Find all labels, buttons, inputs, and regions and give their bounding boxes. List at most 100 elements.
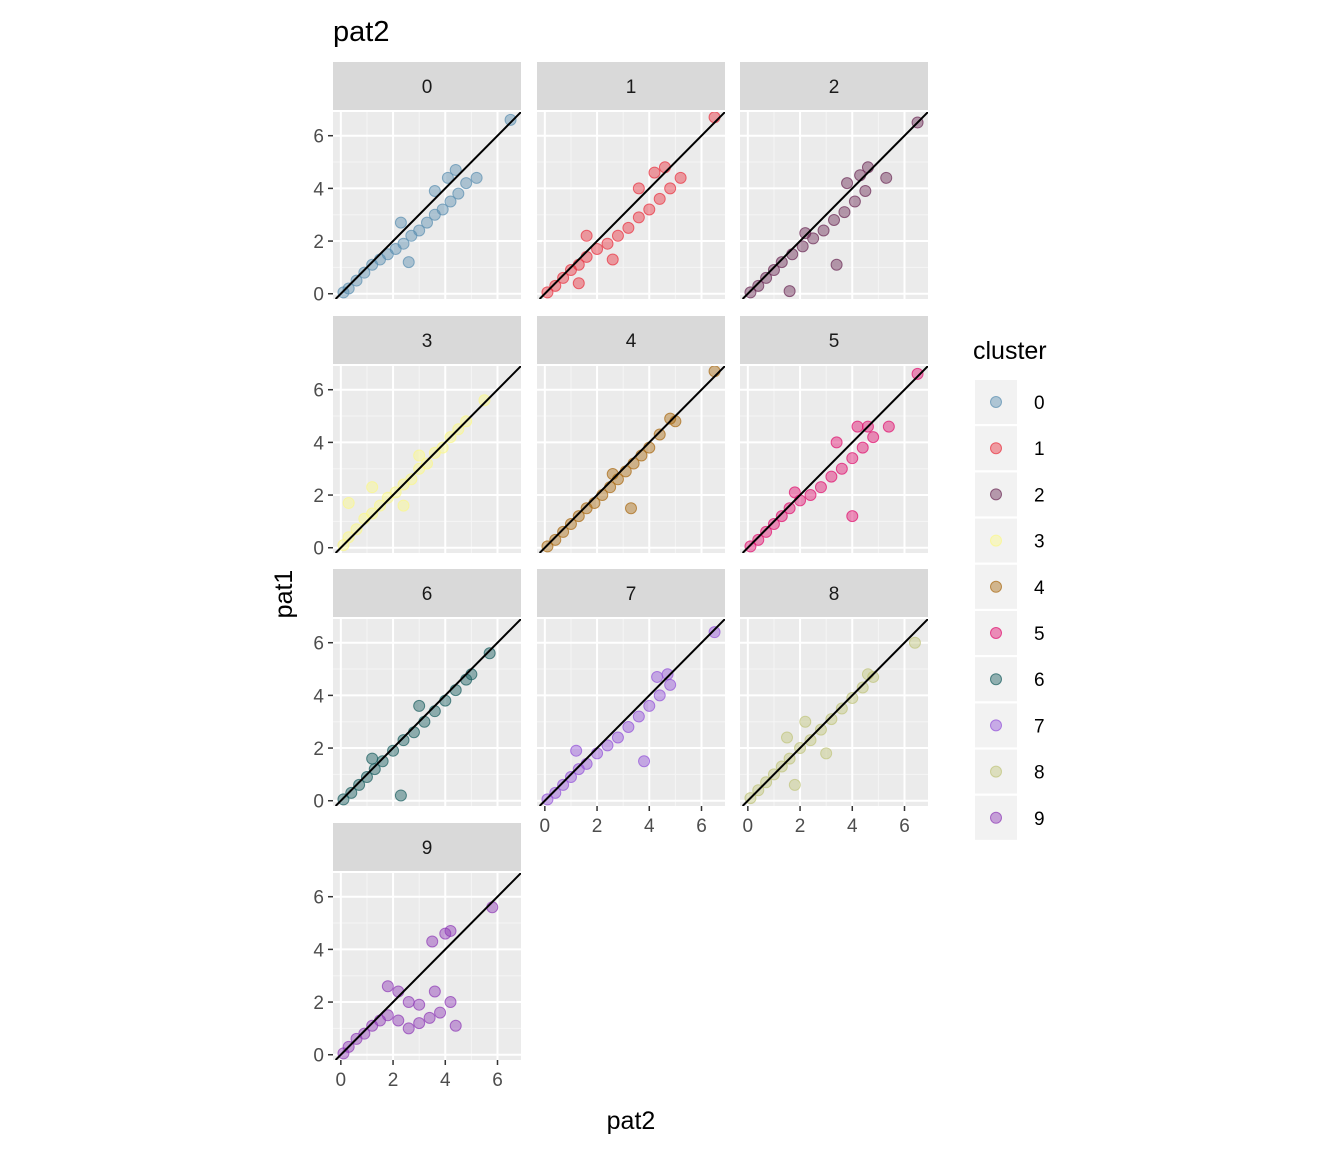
- y-axis-title: pat1: [270, 570, 298, 619]
- data-point: [632, 182, 645, 195]
- data-point: [449, 163, 462, 176]
- point-group: [541, 626, 721, 806]
- x-tick-label: 2: [592, 816, 603, 837]
- data-point: [557, 271, 570, 284]
- data-point: [838, 206, 851, 219]
- legend-label: 3: [1034, 532, 1045, 553]
- data-point: [402, 256, 415, 269]
- facet-panel-8: 8 0 2 4 6: [740, 569, 928, 837]
- data-point: [601, 739, 614, 752]
- data-point: [470, 171, 483, 184]
- point-group: [337, 113, 517, 299]
- data-point: [846, 510, 859, 523]
- legend-key: [975, 518, 1017, 563]
- y-tick-label: 6: [313, 888, 324, 909]
- data-point: [413, 1017, 426, 1030]
- facet-strip-label: 0: [422, 77, 433, 98]
- legend-title: cluster: [973, 337, 1047, 365]
- data-point: [643, 203, 656, 216]
- data-point: [625, 502, 637, 515]
- y-tick-label: 2: [313, 993, 324, 1014]
- data-point: [846, 452, 859, 465]
- data-point: [392, 1014, 405, 1027]
- legend-item-3: 3: [975, 518, 1045, 563]
- data-point: [760, 271, 773, 284]
- legend-key: [975, 749, 1017, 794]
- data-point: [911, 367, 924, 380]
- facet-strip: [333, 823, 521, 871]
- legend-swatch: [990, 580, 1002, 593]
- legend-swatch: [990, 442, 1002, 455]
- data-point: [867, 431, 880, 444]
- legend-item-2: 2: [975, 472, 1045, 517]
- data-point: [796, 240, 809, 253]
- data-point: [632, 710, 645, 723]
- data-point: [841, 177, 854, 190]
- identity-reference-line: [334, 112, 521, 299]
- data-point: [851, 420, 864, 433]
- data-point: [783, 285, 796, 298]
- legend-swatch: [990, 488, 1002, 501]
- data-point: [342, 531, 355, 544]
- data-point: [449, 1019, 462, 1032]
- data-point: [366, 481, 379, 494]
- data-point: [804, 489, 817, 502]
- data-point: [775, 510, 788, 523]
- facet-panel-1: 1: [537, 62, 725, 299]
- data-point: [572, 510, 585, 523]
- data-point: [504, 113, 517, 126]
- chart-title: pat2: [333, 16, 389, 48]
- data-point: [564, 771, 577, 784]
- legend: cluster 0 1 2 3 4 5 6 7 8 9: [973, 337, 1047, 840]
- data-point: [460, 177, 473, 190]
- data-point: [345, 786, 358, 799]
- legend-item-0: 0: [975, 380, 1045, 424]
- legend-key: [975, 703, 1017, 748]
- x-tick-label: 4: [644, 816, 655, 837]
- legend-label: 2: [1034, 485, 1045, 506]
- data-point: [814, 481, 827, 494]
- legend-label: 6: [1034, 670, 1045, 691]
- facet-strip: [537, 569, 725, 617]
- legend-swatch: [990, 396, 1002, 408]
- legend-item-1: 1: [975, 426, 1045, 471]
- data-point: [674, 171, 687, 184]
- data-point: [358, 1027, 371, 1040]
- x-tick-label: 0: [743, 816, 754, 837]
- legend-label: 1: [1034, 439, 1045, 460]
- facet-strip-label: 9: [422, 838, 433, 859]
- y-tick-label: 2: [313, 486, 324, 507]
- data-point: [423, 1011, 436, 1024]
- data-point: [835, 462, 848, 475]
- identity-reference-line: [334, 873, 521, 1060]
- data-point: [413, 998, 426, 1011]
- data-point: [444, 924, 457, 937]
- data-point: [413, 449, 426, 462]
- identity-reference-line: [538, 366, 725, 553]
- y-tick-label: 2: [313, 232, 324, 253]
- data-point: [708, 626, 721, 639]
- x-tick-label: 6: [696, 816, 707, 837]
- data-point: [444, 195, 457, 208]
- data-point: [402, 1022, 415, 1035]
- data-point: [353, 778, 366, 791]
- facet-strip-label: 3: [422, 331, 433, 352]
- data-point: [643, 699, 656, 712]
- data-point: [767, 518, 780, 531]
- data-point: [661, 668, 674, 681]
- y-tick-label: 4: [313, 179, 324, 200]
- y-tick-label: 2: [313, 739, 324, 760]
- data-point: [781, 731, 793, 744]
- data-point: [788, 778, 801, 791]
- data-point: [817, 224, 830, 237]
- data-point: [426, 935, 439, 948]
- identity-reference-line: [741, 619, 928, 806]
- data-point: [788, 486, 801, 499]
- facet-panel-6: 6 0 2 4 6: [313, 569, 521, 813]
- y-tick-label: 4: [313, 940, 324, 961]
- legend-label: 0: [1034, 393, 1045, 414]
- data-point: [436, 441, 449, 454]
- legend-swatch: [990, 673, 1002, 686]
- data-point: [653, 689, 666, 702]
- data-point: [413, 224, 426, 237]
